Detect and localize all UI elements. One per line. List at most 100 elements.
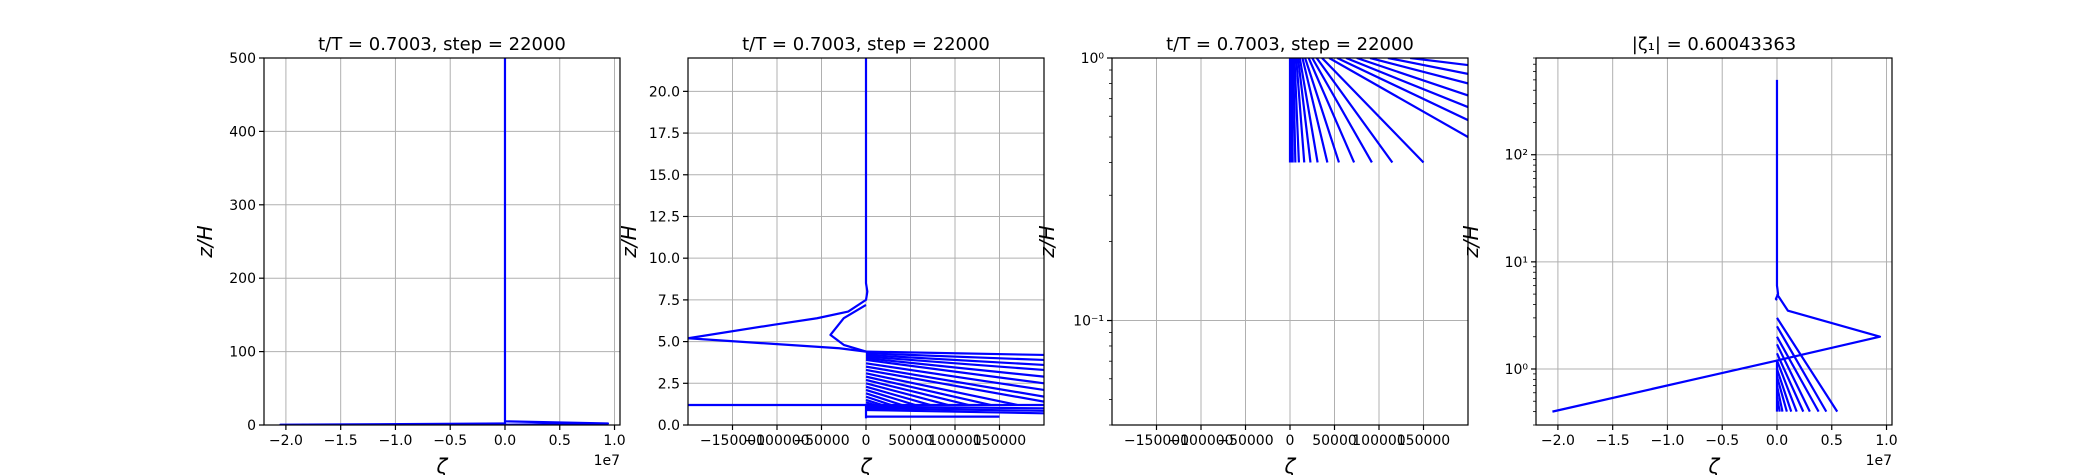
- y-tick-label: 10⁰: [1081, 51, 1105, 67]
- series-line: [1292, 58, 1297, 163]
- series-line: [865, 382, 949, 407]
- series-line: [865, 388, 916, 407]
- x-tick-label: 0.5: [549, 433, 571, 449]
- series-line: [865, 358, 1044, 385]
- series-line: [688, 337, 867, 353]
- series-line: [865, 395, 892, 407]
- series-line: [1369, 58, 1468, 85]
- y-tick-label: 10¹: [1505, 255, 1528, 271]
- series-line: [865, 355, 1044, 372]
- series-line: [1307, 58, 1356, 163]
- y-tick-label: 500: [229, 51, 256, 67]
- x-tick-label: −2.0: [269, 433, 303, 449]
- series-line: [1776, 336, 1820, 413]
- x-tick-label: 150000: [973, 433, 1026, 449]
- y-tick-label: 12.5: [649, 209, 680, 225]
- x-offset-multiplier: 1e7: [594, 453, 620, 469]
- series-line: [1321, 58, 1425, 164]
- x-tick-label: −150000: [700, 433, 765, 449]
- plot-area: [688, 58, 1044, 419]
- x-axis-label: ζ: [860, 454, 873, 475]
- series-line: [1410, 58, 1468, 67]
- series-line: [865, 407, 1044, 412]
- series-line: [865, 352, 1044, 362]
- x-tick-label: −1.0: [378, 433, 412, 449]
- series-line: [1774, 79, 1780, 301]
- x-tick-label: 0.0: [1766, 433, 1788, 449]
- series-line: [1298, 58, 1319, 163]
- x-tick-label: −0.5: [1705, 433, 1739, 449]
- series-line: [1290, 58, 1294, 163]
- plot-area: [1552, 79, 1882, 413]
- x-tick-label: 0: [1286, 433, 1295, 449]
- series-line: [1775, 352, 1805, 413]
- series-line: [1315, 58, 1394, 164]
- y-tick-label: 400: [229, 124, 256, 140]
- x-tick-label: 150000: [1397, 433, 1450, 449]
- axes-frame: [1535, 57, 1893, 426]
- series-line: [504, 420, 610, 425]
- x-tick-label: 50000: [1312, 433, 1357, 449]
- axes-frame: [263, 57, 621, 426]
- series-line: [1345, 58, 1468, 109]
- x-tick-label: −50000: [793, 433, 849, 449]
- x-axis-label: ζ: [1284, 454, 1297, 475]
- y-tick-label: 0.0: [658, 418, 680, 434]
- y-axis-label: z/H: [193, 225, 217, 258]
- x-tick-label: −1.5: [324, 433, 358, 449]
- chart-title: t/T = 0.7003, step = 22000: [1166, 34, 1414, 55]
- x-axis-label: ζ: [436, 454, 449, 475]
- x-tick-label: 100000: [928, 433, 981, 449]
- plot-area: [1288, 58, 1468, 164]
- x-tick-label: 0.5: [1821, 433, 1843, 449]
- x-tick-label: −1.5: [1596, 433, 1630, 449]
- series-line: [865, 368, 1044, 403]
- y-tick-label: 15.0: [649, 168, 680, 184]
- series-line: [865, 405, 1044, 410]
- x-tick-label: −100000: [1168, 433, 1233, 449]
- y-tick-label: 5.0: [658, 335, 680, 351]
- series-line: [1311, 58, 1373, 164]
- series-line: [1304, 58, 1340, 163]
- series-line: [688, 58, 869, 340]
- series-line: [1775, 376, 1788, 412]
- series-line: [865, 365, 1044, 398]
- x-tick-label: −150000: [1124, 433, 1189, 449]
- x-tick-label: 0.0: [494, 433, 516, 449]
- series-line: [865, 372, 1018, 407]
- series-line: [1356, 58, 1468, 97]
- chart-title: |ζ₁| = 0.60043363: [1632, 34, 1796, 55]
- x-tick-label: 0: [862, 433, 871, 449]
- series-line: [865, 375, 991, 407]
- series-line: [865, 362, 1044, 392]
- x-tick-label: 1.0: [1875, 433, 1897, 449]
- y-tick-label: 7.5: [658, 293, 680, 309]
- y-axis-label: z/H: [1035, 225, 1059, 258]
- y-axis-label: z/H: [617, 225, 641, 258]
- series-line: [1775, 368, 1793, 412]
- y-axis-label: z/H: [1459, 225, 1483, 258]
- x-tick-label: −2.0: [1541, 433, 1575, 449]
- series-line: [865, 350, 1044, 357]
- x-tick-label: 50000: [888, 433, 933, 449]
- series-line: [829, 303, 867, 353]
- series-line: [1295, 58, 1306, 163]
- x-tick-label: −1.0: [1650, 433, 1684, 449]
- subplot-4: −2.0 −1.5 −1.0 −0.5 0.0 0.5 1.0 10⁰ 10¹ 10² |ζ₁| =…: [1459, 34, 1898, 475]
- x-tick-label: −0.5: [433, 433, 467, 449]
- y-tick-label: 10⁻¹: [1073, 314, 1104, 330]
- chart-title: t/T = 0.7003, step = 22000: [742, 34, 990, 55]
- series-line: [1552, 293, 1882, 413]
- y-tick-label: 200: [229, 271, 256, 287]
- series-line: [1328, 58, 1468, 138]
- series-line: [1776, 325, 1828, 413]
- series-line: [865, 392, 902, 407]
- series-line: [1336, 58, 1468, 122]
- x-tick-label: 100000: [1352, 433, 1405, 449]
- series-line: [1776, 317, 1839, 413]
- x-tick-label: −50000: [1217, 433, 1273, 449]
- y-tick-label: 100: [229, 345, 256, 361]
- series-line: [1775, 360, 1798, 413]
- series-line: [1301, 58, 1329, 163]
